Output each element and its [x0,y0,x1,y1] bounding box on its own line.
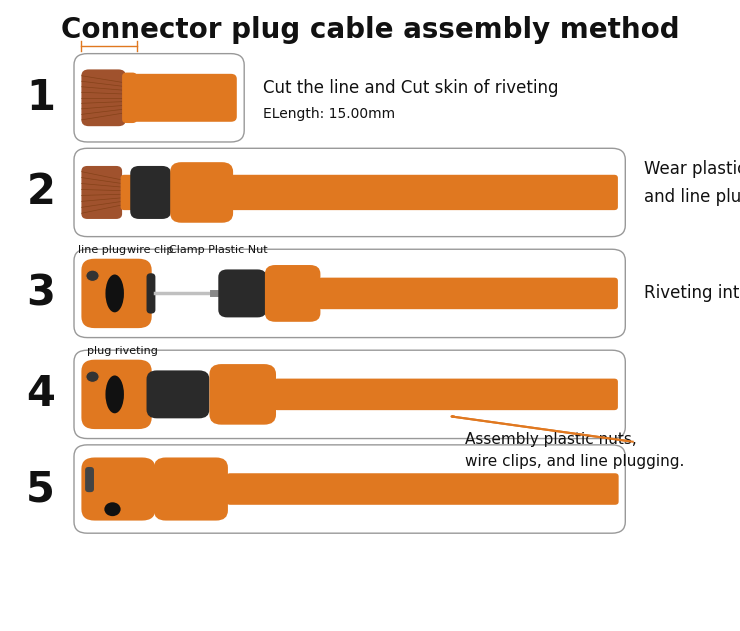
Text: wire clip: wire clip [127,245,173,255]
FancyBboxPatch shape [226,473,619,505]
Text: 3: 3 [26,273,56,314]
FancyBboxPatch shape [130,166,171,219]
Text: line plug: line plug [78,245,127,255]
FancyBboxPatch shape [81,69,126,126]
FancyBboxPatch shape [74,54,244,142]
FancyBboxPatch shape [74,148,625,237]
FancyBboxPatch shape [154,457,228,521]
Text: Cut the line and Cut skin of riveting: Cut the line and Cut skin of riveting [263,80,558,97]
FancyBboxPatch shape [121,175,134,210]
Ellipse shape [106,375,124,413]
FancyBboxPatch shape [170,162,233,223]
Ellipse shape [106,274,124,312]
Text: 4: 4 [26,374,56,415]
FancyBboxPatch shape [81,360,152,429]
FancyBboxPatch shape [74,445,625,533]
FancyBboxPatch shape [122,73,137,123]
FancyBboxPatch shape [74,350,625,439]
Text: Riveting into rivet hole: Riveting into rivet hole [644,285,740,302]
Text: Clamp Plastic Nut: Clamp Plastic Nut [169,245,268,255]
Text: 2: 2 [26,172,56,213]
Text: Wear plastic nuts, wire clips,
and line plugging.: Wear plastic nuts, wire clips, and line … [644,160,740,206]
FancyBboxPatch shape [147,370,209,418]
FancyBboxPatch shape [209,364,276,425]
Ellipse shape [86,270,99,281]
Text: 5: 5 [26,468,56,510]
FancyBboxPatch shape [265,265,320,322]
FancyBboxPatch shape [81,166,122,219]
Text: plug riveting: plug riveting [87,346,158,356]
FancyBboxPatch shape [274,379,618,410]
Text: 1: 1 [26,77,56,119]
Text: Connector plug cable assembly method: Connector plug cable assembly method [61,16,679,44]
FancyBboxPatch shape [81,457,155,521]
Text: ELength: 15.00mm: ELength: 15.00mm [263,107,395,121]
Ellipse shape [104,502,121,516]
FancyBboxPatch shape [104,74,237,122]
FancyBboxPatch shape [74,249,625,338]
FancyBboxPatch shape [218,269,266,317]
FancyBboxPatch shape [85,467,94,492]
FancyBboxPatch shape [147,273,155,314]
FancyBboxPatch shape [229,175,618,210]
FancyBboxPatch shape [318,278,618,309]
FancyBboxPatch shape [81,259,152,328]
Ellipse shape [86,371,99,382]
Text: Assembly plastic nuts,
wire clips, and line plugging.: Assembly plastic nuts, wire clips, and l… [465,432,684,469]
